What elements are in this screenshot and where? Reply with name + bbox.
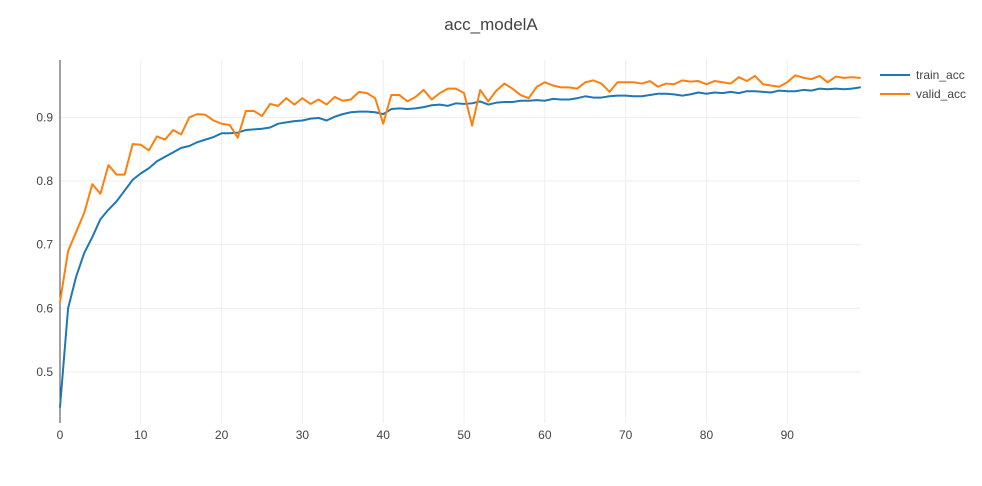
x-tick-label: 0 bbox=[57, 428, 64, 442]
y-tick-label: 0.8 bbox=[36, 174, 53, 188]
x-tick-label: 80 bbox=[700, 428, 714, 442]
y-tick-label: 0.6 bbox=[36, 301, 53, 315]
y-tick-label: 0.9 bbox=[36, 110, 53, 124]
x-tick-label: 60 bbox=[538, 428, 552, 442]
x-tick-label: 40 bbox=[377, 428, 391, 442]
legend-label: valid_acc bbox=[916, 87, 966, 101]
series-line-train-acc bbox=[59, 86, 861, 409]
chart-title: acc_modelA bbox=[444, 15, 538, 34]
legend-label: train_acc bbox=[916, 68, 965, 82]
x-tick-label: 20 bbox=[215, 428, 229, 442]
legend-item-train-acc[interactable]: train_acc bbox=[880, 68, 965, 82]
y-tick-label: 0.7 bbox=[36, 238, 53, 252]
legend[interactable]: train_acc valid_acc bbox=[880, 68, 966, 101]
x-tick-label: 10 bbox=[134, 428, 148, 442]
legend-item-valid-acc[interactable]: valid_acc bbox=[880, 87, 966, 101]
x-tick-label: 50 bbox=[457, 428, 471, 442]
x-tick-label: 70 bbox=[619, 428, 633, 442]
x-tick-label: 30 bbox=[296, 428, 310, 442]
axes: 0.5 0.6 0.7 0.8 0.9 0 10 20 30 40 50 60 70 80 90 bbox=[36, 60, 794, 442]
series-line-valid-acc bbox=[59, 74, 861, 303]
series-lines bbox=[59, 74, 861, 409]
y-tick-label: 0.5 bbox=[36, 365, 53, 379]
x-tick-label: 90 bbox=[781, 428, 795, 442]
